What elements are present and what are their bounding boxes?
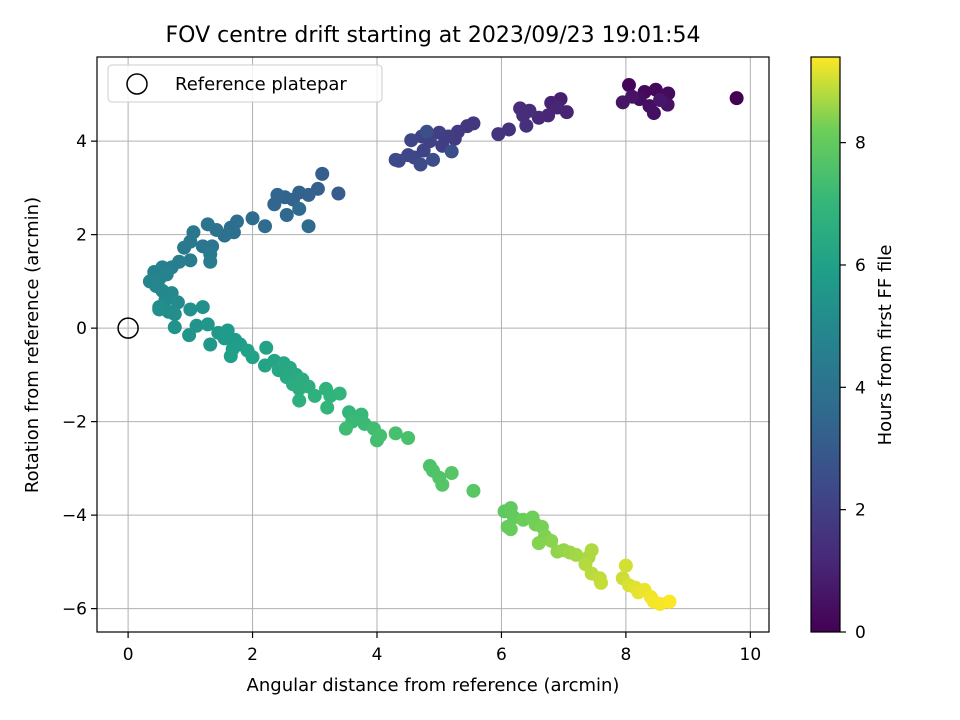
colorbar-ticks: 0 2 4 6 8: [840, 134, 866, 643]
scatter-point: [388, 152, 403, 167]
x-tick-label: 0: [123, 645, 134, 665]
scatter-point: [245, 350, 260, 365]
scatter-point: [203, 254, 218, 269]
colorbar-tick-label: 8: [855, 134, 866, 154]
x-tick-label: 4: [372, 645, 383, 665]
grid-lines: [97, 57, 769, 632]
scatter-point: [625, 89, 640, 104]
scatter-point: [177, 240, 192, 255]
x-tick-label: 2: [247, 645, 258, 665]
colorbar: 0 2 4 6 8 Hours from first FF file: [810, 56, 896, 643]
y-tick-label: 2: [76, 226, 87, 246]
scatter-point: [315, 166, 330, 181]
scatter-point: [279, 208, 294, 223]
scatter-point: [331, 186, 346, 201]
scatter-point: [662, 594, 677, 609]
scatter-point: [217, 331, 232, 346]
x-tick-label: 6: [496, 645, 507, 665]
scatter-point: [292, 393, 307, 408]
scatter-point: [618, 558, 633, 573]
colorbar-tick-label: 6: [855, 256, 866, 276]
scatter-point: [503, 522, 518, 537]
chart-title: FOV centre drift starting at 2023/09/23 …: [166, 23, 701, 48]
scatter-point: [404, 133, 419, 148]
reference-platepar-marker: [117, 317, 139, 339]
scatter-point: [432, 125, 447, 140]
scatter-point: [531, 536, 546, 551]
scatter-point: [183, 253, 198, 268]
scatter-point: [646, 106, 661, 121]
scatter-point: [444, 466, 459, 481]
y-tick-label: −6: [62, 600, 87, 620]
plot-area: 0 2 4 6 8 10 −6 −4 −2 0 2 4: [62, 56, 770, 665]
scatter-point: [491, 127, 506, 142]
scatter-point: [622, 78, 636, 93]
scatter-point: [584, 543, 599, 558]
scatter-point: [203, 337, 218, 352]
scatter-point: [444, 144, 459, 159]
colorbar-tick-label: 0: [855, 623, 866, 643]
colorbar-gradient: [810, 56, 841, 633]
scatter-point: [338, 421, 353, 436]
scatter-point: [388, 426, 403, 441]
scatter-point: [152, 302, 167, 317]
scatter-point: [200, 317, 215, 332]
legend-marker-open-circle: [126, 73, 148, 95]
y-tick-label: −4: [62, 506, 87, 526]
scatter-point: [501, 122, 516, 137]
legend: Reference platepar: [107, 64, 383, 103]
y-axis-ticks: −6 −4 −2 0 2 4: [62, 132, 97, 620]
scatter-point: [519, 118, 534, 133]
x-axis-label: Angular distance from reference (arcmin): [247, 675, 620, 696]
scatter-point: [320, 400, 335, 415]
scatter-point: [189, 318, 204, 333]
x-tick-label: 8: [620, 645, 631, 665]
scatter-point: [195, 300, 210, 315]
scatter-point: [544, 533, 559, 548]
scatter-point: [167, 320, 182, 335]
scatter-point: [301, 219, 316, 234]
scatter-point: [419, 124, 434, 139]
scatter-point: [200, 217, 215, 232]
scatter-point: [729, 91, 744, 106]
scatter-points: [142, 78, 744, 611]
y-axis-label: Rotation from reference (arcmin): [22, 197, 43, 493]
y-tick-label: 0: [76, 319, 87, 339]
x-axis-ticks: 0 2 4 6 8 10: [123, 632, 761, 665]
scatter-point: [426, 152, 440, 167]
scatter-point: [466, 483, 481, 498]
scatter-point: [550, 100, 565, 115]
scatter-point: [307, 388, 322, 403]
scatter-point: [435, 477, 450, 492]
scatter-point: [401, 430, 416, 445]
legend-box: [107, 64, 383, 103]
colorbar-label: Hours from first FF file: [875, 245, 896, 446]
scatter-point: [259, 340, 274, 355]
scatter-point: [332, 386, 347, 401]
scatter-point: [569, 547, 584, 562]
y-tick-label: −2: [62, 413, 87, 433]
colorbar-tick-label: 2: [855, 501, 866, 521]
x-tick-label: 10: [740, 645, 762, 665]
scatter-point: [413, 157, 428, 172]
scatter-point: [245, 211, 260, 226]
scatter-point: [373, 428, 388, 443]
colorbar-tick-label: 4: [855, 378, 866, 398]
scatter-point: [594, 575, 608, 590]
scatter-point: [167, 307, 182, 322]
scatter-point: [267, 197, 282, 212]
scatter-point: [653, 93, 668, 108]
scatter-point: [258, 219, 272, 234]
plot-frame: [96, 56, 770, 633]
y-tick-label: 4: [76, 132, 87, 152]
scatter-point: [292, 201, 307, 216]
scatter-point: [183, 302, 198, 317]
scatter-point: [170, 295, 185, 310]
legend-label: Reference platepar: [175, 74, 347, 95]
scatter-point: [182, 328, 197, 343]
scatter-point: [223, 349, 238, 364]
